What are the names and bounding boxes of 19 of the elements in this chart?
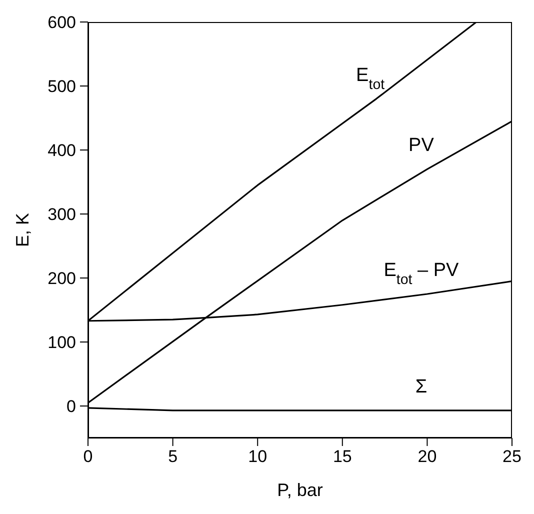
series-label: E$_{tot}$ – PV [384, 260, 460, 288]
x-tick-label: 20 [418, 447, 437, 466]
y-tick-label: 200 [48, 269, 76, 288]
series-label: PV [408, 135, 434, 156]
x-tick-label: 15 [332, 447, 352, 466]
x-tick-label: 0 [83, 447, 93, 466]
x-tick-label: 10 [248, 447, 268, 466]
y-tick-label: 100 [48, 333, 76, 352]
y-tick-label: 400 [48, 141, 76, 160]
y-tick-label: 500 [48, 77, 76, 96]
series-label: E$_{tot}$ [356, 64, 385, 93]
x-axis-title: P, bar [277, 480, 323, 500]
x-tick-label: 5 [168, 447, 178, 466]
y-tick-label: 300 [48, 205, 76, 224]
x-tick-label: 25 [502, 447, 522, 466]
series-label: Σ [415, 376, 428, 398]
y-tick-label: 600 [48, 13, 76, 32]
y-tick-label: 0 [66, 397, 76, 416]
y-axis-title: E, K [12, 212, 32, 248]
